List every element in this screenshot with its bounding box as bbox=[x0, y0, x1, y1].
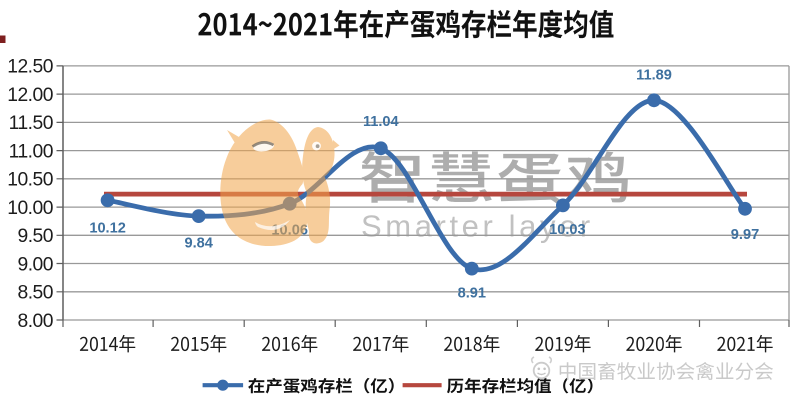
svg-text:10.03: 10.03 bbox=[549, 222, 586, 238]
svg-text:9.84: 9.84 bbox=[184, 236, 213, 252]
svg-text:12.50: 12.50 bbox=[7, 57, 53, 78]
svg-text:11.89: 11.89 bbox=[636, 68, 672, 84]
svg-text:11.50: 11.50 bbox=[9, 113, 53, 134]
svg-text:8.91: 8.91 bbox=[458, 286, 486, 302]
svg-text:10.00: 10.00 bbox=[7, 198, 53, 219]
svg-text:11.04: 11.04 bbox=[363, 114, 400, 130]
svg-text:12.00: 12.00 bbox=[7, 85, 53, 106]
svg-text:11.00: 11.00 bbox=[9, 141, 53, 162]
svg-text:8.00: 8.00 bbox=[17, 311, 53, 332]
svg-text:10.50: 10.50 bbox=[7, 170, 53, 191]
svg-text:9.50: 9.50 bbox=[17, 226, 53, 247]
svg-text:9.00: 9.00 bbox=[17, 254, 53, 275]
svg-text:10.12: 10.12 bbox=[89, 220, 126, 236]
svg-text:8.50: 8.50 bbox=[17, 283, 53, 304]
svg-text:9.97: 9.97 bbox=[731, 227, 759, 243]
